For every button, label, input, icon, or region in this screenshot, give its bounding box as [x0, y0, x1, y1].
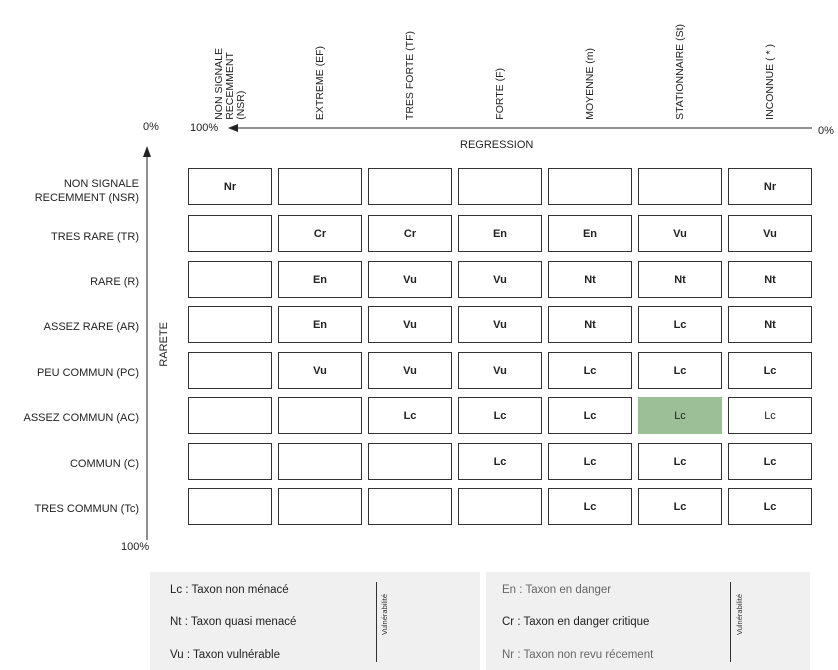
legend-left-vulnerabilite: Vulnérabilité — [380, 594, 389, 635]
matrix-cell — [188, 215, 272, 252]
row-label-tr: TRES RARE (TR) — [51, 231, 139, 243]
matrix-cell — [458, 168, 542, 205]
matrix-cell: Cr — [278, 215, 362, 252]
matrix-cell: Nr — [188, 168, 272, 205]
legend-en: En : Taxon en danger — [502, 584, 612, 596]
matrix-cell: Lc — [458, 397, 542, 434]
matrix-cell: Vu — [458, 352, 542, 389]
matrix-cell — [188, 443, 272, 480]
matrix-cell: Lc — [728, 488, 812, 525]
matrix-cell: Cr — [368, 215, 452, 252]
matrix-cell: Vu — [728, 215, 812, 252]
row-label-pc: PEU COMMUN (PC) — [36, 367, 139, 379]
matrix-cell: Lc — [728, 397, 812, 434]
legend-left-divider — [376, 582, 377, 662]
matrix-cell: En — [458, 215, 542, 252]
rarete-bottom-pct: 100% — [121, 541, 150, 553]
matrix-cell: Lc — [638, 397, 722, 434]
matrix-cell — [188, 306, 272, 343]
legend-vu: Vu : Taxon vulnérable — [170, 649, 280, 661]
matrix-cell: Vu — [368, 306, 452, 343]
matrix-cell: En — [278, 261, 362, 298]
matrix-cell: Lc — [638, 306, 722, 343]
matrix-cell: Lc — [548, 488, 632, 525]
matrix-cell: Lc — [458, 443, 542, 480]
legend-cr: Cr : Taxon en danger critique — [502, 616, 650, 628]
matrix-cell — [368, 168, 452, 205]
legend-lc: Lc : Taxon non ménacé — [170, 584, 289, 596]
matrix-cell: Lc — [638, 443, 722, 480]
regression-arrowhead — [228, 124, 238, 132]
matrix-cell: Nt — [728, 261, 812, 298]
matrix-cell: Lc — [548, 352, 632, 389]
matrix-cell — [458, 488, 542, 525]
matrix-cell — [188, 261, 272, 298]
matrix-cell — [278, 488, 362, 525]
matrix-cell — [278, 168, 362, 205]
regression-left-pct: 100% — [190, 122, 219, 134]
matrix-cell: Vu — [368, 261, 452, 298]
matrix-cell: Lc — [638, 488, 722, 525]
matrix-cell: Vu — [638, 215, 722, 252]
matrix-cell: Lc — [728, 352, 812, 389]
matrix-cell: Nr — [728, 168, 812, 205]
matrix-cell — [188, 352, 272, 389]
legend-nr: Nr : Taxon non revu récement — [502, 649, 654, 661]
matrix-cell: Vu — [458, 261, 542, 298]
matrix-cell: Lc — [548, 443, 632, 480]
rarete-top-pct: 0% — [143, 121, 159, 133]
matrix-cell: Nt — [548, 261, 632, 298]
matrix-cell: Lc — [548, 397, 632, 434]
legend-right-panel: En : Taxon en danger Cr : Taxon en dange… — [486, 572, 810, 670]
matrix-cell: Vu — [458, 306, 542, 343]
matrix-cell: Nt — [548, 306, 632, 343]
matrix-cell — [278, 443, 362, 480]
matrix-cell: Lc — [728, 443, 812, 480]
matrix-cell — [638, 168, 722, 205]
matrix-cell — [548, 168, 632, 205]
row-label-nsr: NON SIGNALE RECEMMENT (NSR) — [34, 178, 139, 204]
matrix-cell: Nt — [728, 306, 812, 343]
legend-right-divider — [730, 582, 731, 662]
legend-nt: Nt : Taxon quasi menacé — [170, 616, 297, 628]
matrix-cell: En — [548, 215, 632, 252]
row-label-tc: TRES COMMUN (Tc) — [34, 503, 140, 515]
matrix-cell: En — [278, 306, 362, 343]
matrix-cell — [188, 488, 272, 525]
regression-title: REGRESSION — [460, 139, 534, 151]
legend-left-panel: Lc : Taxon non ménacé Nt : Taxon quasi m… — [150, 572, 480, 670]
legend-right-vulnerabilite: Vulnérabilité — [735, 594, 744, 635]
matrix-cell: Vu — [278, 352, 362, 389]
matrix-cell: Lc — [368, 397, 452, 434]
matrix-cell — [368, 443, 452, 480]
matrix-cell — [278, 397, 362, 434]
rarete-arrowhead — [143, 146, 151, 157]
row-label-ar: ASSEZ RARE (AR) — [43, 321, 139, 333]
rarete-title: RARETE — [158, 322, 170, 367]
row-label-r: RARE (R) — [90, 276, 139, 288]
matrix-cell: Lc — [638, 352, 722, 389]
row-label-c: COMMUN (C) — [69, 458, 139, 470]
regression-right-pct: 0% — [818, 125, 834, 137]
matrix-cell: Nt — [638, 261, 722, 298]
matrix-cell: Vu — [368, 352, 452, 389]
matrix-cell — [188, 397, 272, 434]
row-label-ac: ASSEZ COMMUN (AC) — [23, 412, 140, 424]
matrix-cell — [368, 488, 452, 525]
